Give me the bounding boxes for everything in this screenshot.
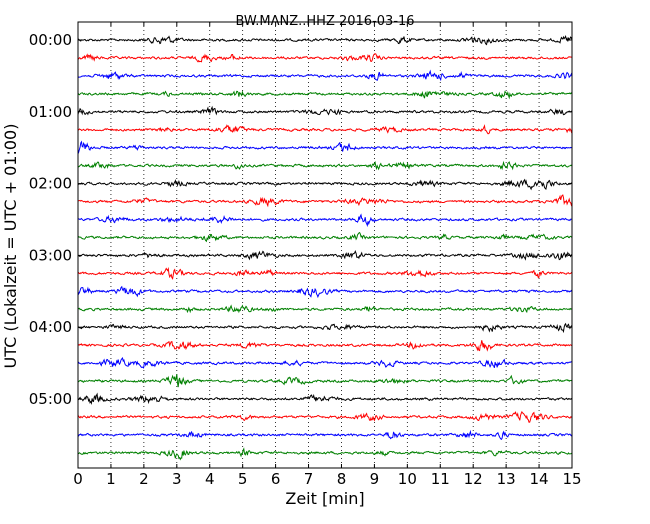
x-tick-label: 8 bbox=[337, 470, 347, 488]
y-tick-label: 04:00 bbox=[29, 318, 72, 336]
trace-row-2 bbox=[77, 69, 573, 82]
x-tick-label: 4 bbox=[205, 470, 215, 488]
trace-row-14 bbox=[77, 285, 573, 299]
trace-row-3 bbox=[77, 90, 573, 100]
trace-row-21 bbox=[77, 410, 573, 423]
plot-frame bbox=[77, 21, 573, 469]
x-tick-label: 5 bbox=[238, 470, 248, 488]
trace-row-19 bbox=[77, 374, 573, 388]
x-tick-label: 9 bbox=[370, 470, 380, 488]
x-tick-label: 7 bbox=[304, 470, 314, 488]
trace-row-13 bbox=[77, 266, 573, 280]
y-axis-label: UTC (Lokalzeit = UTC + 01:00) bbox=[1, 124, 20, 369]
y-tick-label: 00:00 bbox=[29, 31, 72, 49]
x-tick-label: 14 bbox=[530, 470, 549, 488]
x-tick-label: 3 bbox=[172, 470, 182, 488]
x-tick-label: 12 bbox=[464, 470, 483, 488]
x-tick-label: 11 bbox=[431, 470, 450, 488]
y-tick-label: 03:00 bbox=[29, 246, 72, 264]
grid-lines bbox=[110, 22, 540, 468]
y-tick-label: 05:00 bbox=[29, 390, 72, 408]
trace-row-16 bbox=[77, 322, 573, 334]
trace-row-4 bbox=[77, 105, 573, 116]
trace-row-15 bbox=[77, 304, 573, 314]
trace-row-9 bbox=[77, 194, 573, 208]
trace-row-18 bbox=[77, 357, 573, 369]
x-tick-label: 15 bbox=[562, 470, 581, 488]
trace-row-22 bbox=[77, 429, 573, 441]
trace-row-17 bbox=[77, 340, 573, 352]
y-axis: 00:00 01:00 02:00 03:00 04:00 05:00 bbox=[29, 31, 572, 408]
trace-row-8 bbox=[77, 178, 573, 191]
x-tick-label: 10 bbox=[398, 470, 417, 488]
trace-row-5 bbox=[77, 124, 573, 135]
trace-row-1 bbox=[77, 53, 573, 63]
x-axis-label: Zeit [min] bbox=[285, 489, 364, 508]
trace-row-0 bbox=[77, 34, 573, 46]
seismic-traces bbox=[77, 34, 573, 461]
x-tick-label: 2 bbox=[139, 470, 149, 488]
trace-row-10 bbox=[77, 213, 573, 228]
trace-row-11 bbox=[77, 231, 573, 243]
x-tick-label: 0 bbox=[73, 470, 83, 488]
trace-row-23 bbox=[77, 447, 573, 461]
x-tick-label: 1 bbox=[106, 470, 116, 488]
y-tick-label: 02:00 bbox=[29, 175, 72, 193]
trace-row-12 bbox=[77, 249, 573, 261]
trace-row-7 bbox=[77, 160, 573, 171]
y-tick-label: 01:00 bbox=[29, 103, 72, 121]
trace-row-6 bbox=[77, 140, 573, 154]
x-axis: 0 1 2 3 4 5 6 7 8 9 10 11 12 13 14 15 bbox=[73, 22, 582, 488]
x-tick-label: 6 bbox=[271, 470, 281, 488]
x-tick-label: 13 bbox=[497, 470, 516, 488]
trace-row-20 bbox=[77, 392, 573, 406]
